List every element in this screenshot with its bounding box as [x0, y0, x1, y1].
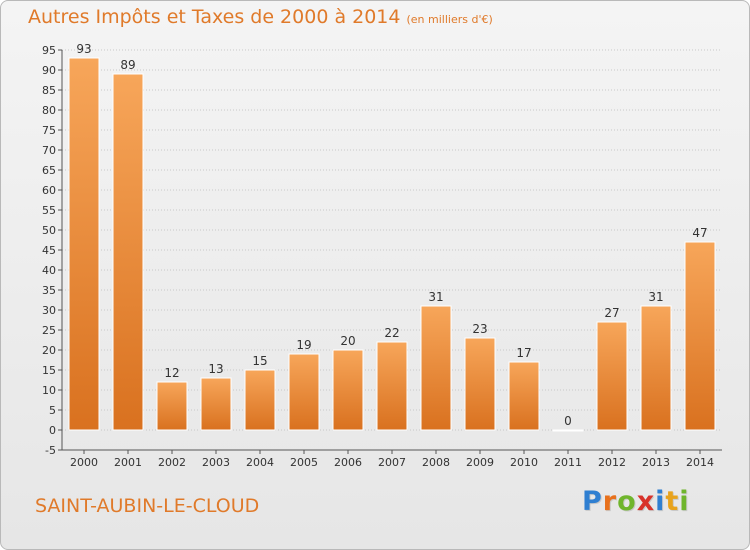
- data-label-2005: 19: [296, 338, 311, 352]
- data-label-2008: 31: [428, 290, 443, 304]
- data-label-2010: 17: [516, 346, 531, 360]
- data-labels: 93 89 12 13 15 19 20 22 31 23 17 0 27 31 47: [76, 42, 707, 428]
- logo-letter: o: [617, 486, 637, 517]
- bar-2012[interactable]: [596, 321, 628, 431]
- y-tick-label: 10: [42, 384, 56, 397]
- bar-2008[interactable]: [420, 305, 452, 431]
- bar-2005[interactable]: [288, 353, 320, 431]
- bar-2002[interactable]: [156, 381, 188, 431]
- x-tick-label-2005: 2005: [290, 456, 318, 469]
- x-tick-label-2008: 2008: [422, 456, 450, 469]
- y-tick-label: 90: [42, 64, 56, 77]
- data-label-2009: 23: [472, 322, 487, 336]
- x-tick-label-2001: 2001: [114, 456, 142, 469]
- data-label-2006: 20: [340, 334, 355, 348]
- chart-title-text: Autres Impôts et Taxes de 2000 à 2014: [28, 6, 401, 28]
- bar-2000[interactable]: [68, 57, 100, 431]
- data-label-2004: 15: [252, 354, 267, 368]
- y-tick-label: 75: [42, 124, 56, 137]
- bar-2003[interactable]: [200, 377, 232, 431]
- bar-2013[interactable]: [640, 305, 672, 431]
- data-label-2002: 12: [164, 366, 179, 380]
- x-tick-label-2002: 2002: [158, 456, 186, 469]
- x-tick-label-2006: 2006: [334, 456, 362, 469]
- y-tick-label: 5: [49, 404, 56, 417]
- logo-letter: i: [655, 486, 666, 517]
- y-tick-label: 95: [42, 44, 56, 57]
- x-tick-label-2004: 2004: [246, 456, 274, 469]
- x-tick-label-2011: 2011: [554, 456, 582, 469]
- x-tick-label-2009: 2009: [466, 456, 494, 469]
- commune-name: SAINT-AUBIN-LE-CLOUD: [35, 495, 260, 517]
- bars: [68, 57, 716, 432]
- y-tick-label: 55: [42, 204, 56, 217]
- y-tick-label: 20: [42, 344, 56, 357]
- y-tick-label: 0: [49, 424, 56, 437]
- logo-letter: r: [602, 486, 618, 517]
- logo-letter: t: [665, 486, 680, 517]
- x-tick-label-2007: 2007: [378, 456, 406, 469]
- y-tick-label: 60: [42, 184, 56, 197]
- bar-2006[interactable]: [332, 349, 364, 431]
- chart-title: Autres Impôts et Taxes de 2000 à 2014 (en…: [28, 6, 493, 28]
- bar-2004[interactable]: [244, 369, 276, 431]
- y-tick-label: 50: [42, 224, 56, 237]
- y-tick-label: 45: [42, 244, 56, 257]
- chart-unit-label: (en milliers d'€): [406, 13, 493, 26]
- logo-letter: P: [582, 486, 603, 517]
- data-label-2001: 89: [120, 58, 135, 72]
- y-tick-label: 80: [42, 104, 56, 117]
- y-tick-label: 70: [42, 144, 56, 157]
- x-tick-label-2014: 2014: [686, 456, 714, 469]
- x-tick-label-2010: 2010: [510, 456, 538, 469]
- data-label-2011: 0: [564, 414, 572, 428]
- logo-letter: x: [636, 486, 656, 517]
- data-label-2007: 22: [384, 326, 399, 340]
- data-label-2013: 31: [648, 290, 663, 304]
- bar-2011[interactable]: [552, 429, 584, 432]
- axes: -5 0 5 10 15 20 25 30 35 40 45 50 55 60 65 70 75 80 85 90 95…: [42, 44, 722, 469]
- x-tick-label-2013: 2013: [642, 456, 670, 469]
- data-label-2014: 47: [692, 226, 707, 240]
- x-tick-label-2012: 2012: [598, 456, 626, 469]
- logo-letter: i: [679, 486, 690, 517]
- y-tick-label: -5: [45, 444, 56, 457]
- data-label-2012: 27: [604, 306, 619, 320]
- y-tick-label: 65: [42, 164, 56, 177]
- y-tick-label: 40: [42, 264, 56, 277]
- bar-2014[interactable]: [684, 241, 716, 431]
- y-tick-label: 15: [42, 364, 56, 377]
- proxiti-logo[interactable]: Proxiti: [582, 486, 690, 517]
- y-tick-label: 85: [42, 84, 56, 97]
- data-label-2000: 93: [76, 42, 91, 56]
- y-tick-label: 35: [42, 284, 56, 297]
- y-tick-label: 30: [42, 304, 56, 317]
- data-label-2003: 13: [208, 362, 223, 376]
- x-tick-label-2003: 2003: [202, 456, 230, 469]
- bar-2007[interactable]: [376, 341, 408, 431]
- bar-2001[interactable]: [112, 73, 144, 431]
- bar-2010[interactable]: [508, 361, 540, 431]
- y-tick-label: 25: [42, 324, 56, 337]
- x-tick-label-2000: 2000: [70, 456, 98, 469]
- bar-2009[interactable]: [464, 337, 496, 431]
